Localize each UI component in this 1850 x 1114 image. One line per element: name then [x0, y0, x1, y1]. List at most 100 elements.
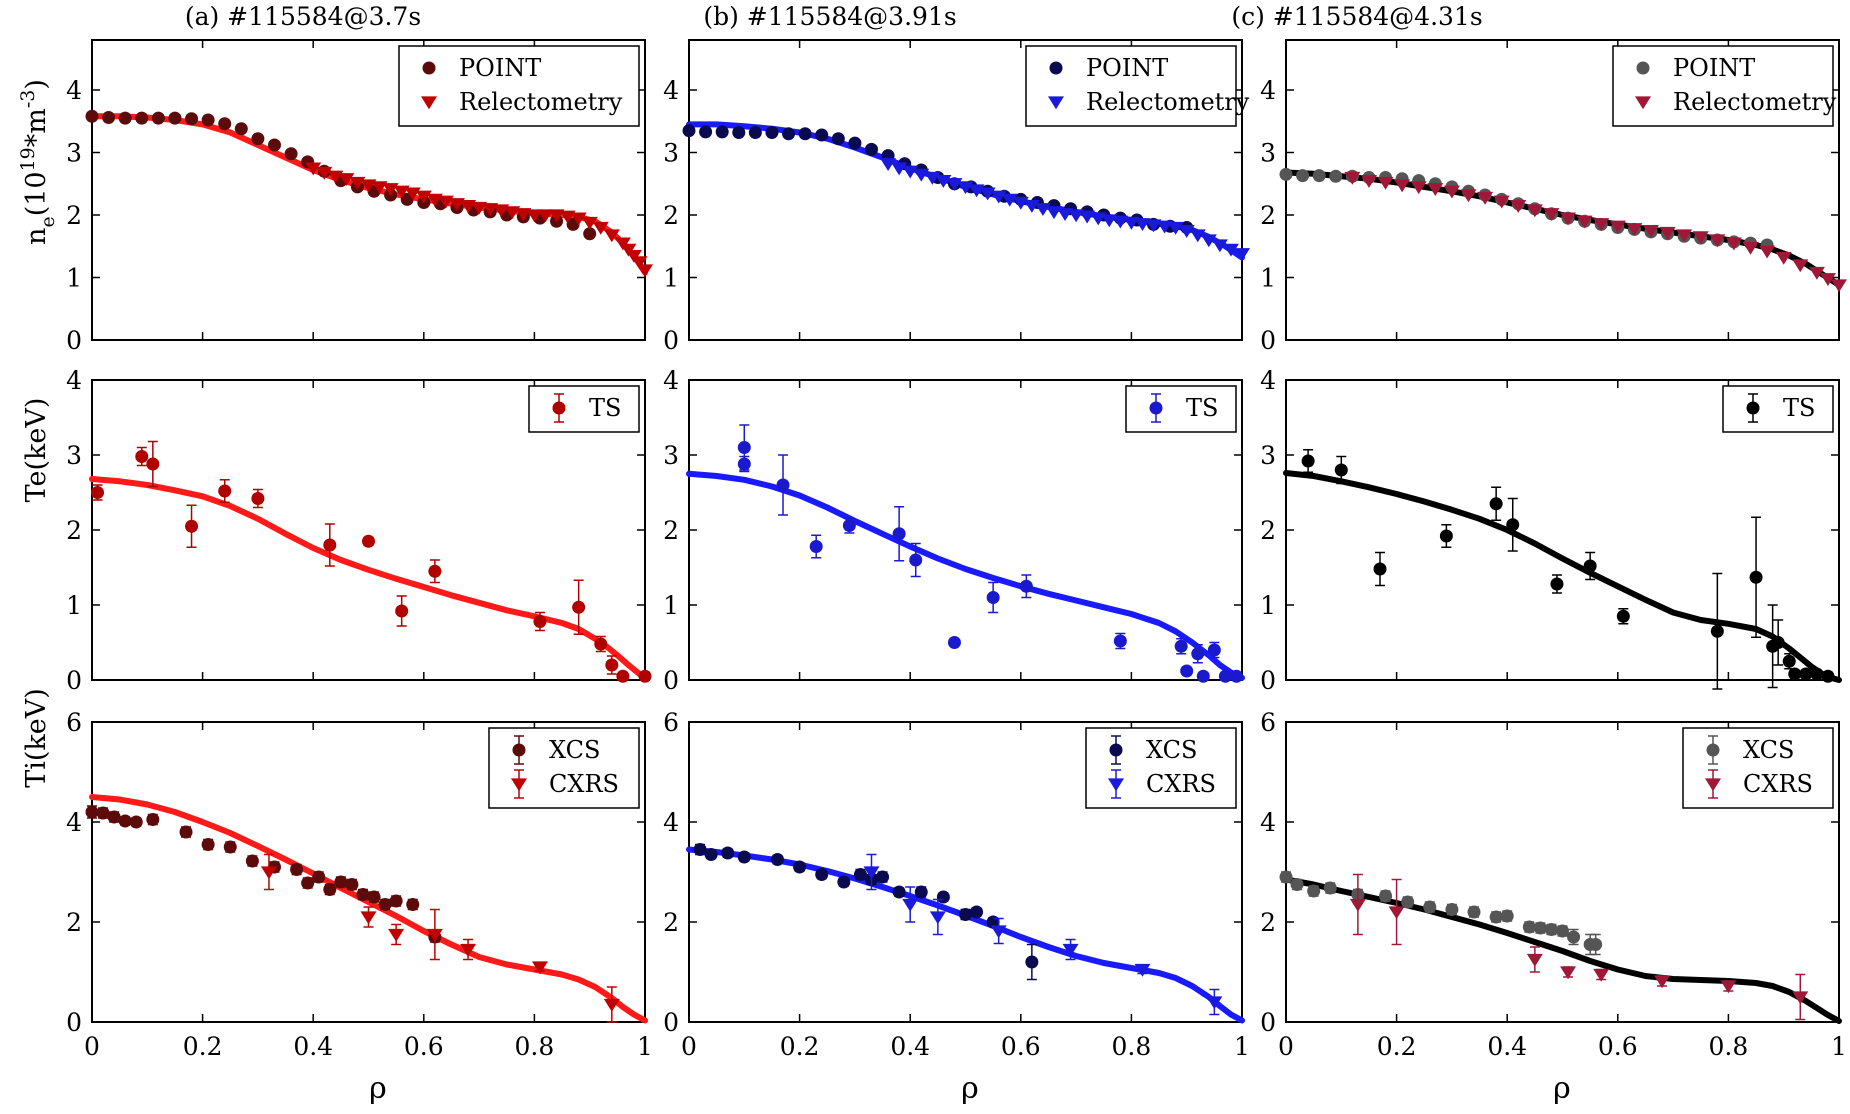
legend-label: Relectometry	[1673, 88, 1837, 116]
data-point	[1206, 996, 1223, 1010]
data-point	[284, 147, 298, 161]
y-tick-label: 4	[1260, 366, 1276, 395]
y-tick-label: 1	[663, 264, 679, 293]
data-point	[1510, 200, 1527, 213]
data-point	[748, 126, 762, 139]
data-point	[1500, 909, 1514, 923]
data-point	[1323, 881, 1337, 895]
data-point	[1379, 889, 1393, 903]
legend: XCS CXRS	[1682, 727, 1834, 809]
data-point	[1445, 903, 1459, 916]
data-point	[356, 888, 370, 901]
data-point	[135, 111, 149, 125]
y-tick-label: 0	[663, 326, 679, 355]
y-tick-label: 2	[1260, 516, 1276, 545]
y-tick-label: 4	[66, 76, 82, 105]
data-point	[583, 227, 597, 241]
data-point	[1720, 980, 1737, 994]
data-point	[1593, 218, 1610, 231]
legend: TS	[528, 385, 640, 433]
xlabel-c: ρ	[1553, 1071, 1571, 1106]
legend-box	[1612, 45, 1834, 127]
data-point	[1742, 241, 1759, 255]
legend-marker	[1149, 401, 1163, 415]
data-point	[1301, 454, 1315, 468]
legend-box	[1125, 385, 1237, 433]
data-point	[704, 848, 718, 861]
data-point	[234, 122, 248, 136]
data-point	[1506, 518, 1520, 532]
data-point	[936, 890, 950, 904]
legend-marker	[511, 778, 527, 792]
y-tick-label: 3	[663, 441, 679, 470]
data-point	[592, 221, 609, 235]
legend-label: POINT	[1086, 54, 1168, 82]
fit-curve	[686, 846, 1245, 1024]
x-tick-label: 1	[1234, 1032, 1250, 1061]
data-point	[1279, 870, 1293, 884]
data-point	[1329, 169, 1343, 183]
x-tick-label: 0.6	[1001, 1032, 1041, 1061]
legend-label: POINT	[459, 54, 541, 82]
y-tick-label: 4	[66, 366, 82, 395]
chart-panel-9: 0 2 4 6 0 0.2 0.4 0.6 0.8 1 XCS CXRS	[1260, 708, 1847, 1061]
data-point	[460, 943, 477, 957]
data-point	[914, 885, 928, 899]
data-point	[892, 527, 906, 541]
chart-panel-3: 0 1 2 3 4 POINT Relectometry	[1260, 39, 1847, 355]
data-point	[837, 875, 851, 889]
data-point	[1593, 968, 1610, 982]
data-point	[179, 825, 193, 839]
data-point	[1522, 920, 1536, 934]
data-point	[1101, 214, 1118, 228]
data-point	[1749, 570, 1763, 584]
data-point	[96, 806, 110, 820]
data-point	[863, 866, 880, 880]
chart-panel-4: 0 1 2 3 4 TS	[66, 366, 652, 695]
data-point	[581, 216, 598, 230]
legend: XCS CXRS	[488, 727, 640, 809]
series-xcs	[1279, 870, 1603, 956]
data-point	[1544, 923, 1558, 936]
data-point	[316, 166, 333, 180]
data-point	[548, 209, 565, 223]
series-xcs	[85, 805, 442, 944]
y-tick-label: 3	[1260, 441, 1276, 470]
data-point	[1583, 559, 1597, 573]
data-point	[1349, 898, 1366, 912]
data-point	[185, 112, 199, 126]
data-point	[1560, 212, 1577, 226]
data-point	[129, 815, 143, 829]
data-point	[526, 209, 543, 223]
series-relectometry	[305, 162, 653, 278]
data-point	[699, 125, 713, 139]
data-point	[1467, 905, 1481, 919]
x-tick-label: 0.4	[1487, 1032, 1527, 1061]
data-point	[1218, 669, 1232, 683]
data-point	[770, 853, 784, 866]
data-point	[1799, 667, 1813, 681]
data-point	[201, 113, 215, 127]
data-point	[260, 866, 277, 880]
data-point	[1526, 953, 1543, 967]
data-point	[146, 457, 160, 471]
data-point	[135, 450, 149, 463]
x-tick-label: 0.2	[780, 1032, 820, 1061]
series-ts	[737, 424, 1243, 683]
data-point	[1609, 220, 1626, 234]
fit-curve	[686, 470, 1245, 681]
data-point	[1113, 634, 1127, 648]
data-point	[388, 928, 405, 942]
data-point	[947, 636, 961, 649]
chart-panel-6: 0 1 2 3 4 TS	[1260, 366, 1842, 695]
legend: POINT Relectometry	[1025, 45, 1250, 127]
data-point	[1019, 579, 1033, 593]
data-point	[603, 229, 620, 243]
y-tick-label: 6	[1260, 708, 1276, 737]
data-point	[853, 868, 867, 881]
legend-box	[398, 45, 640, 127]
data-point	[218, 117, 232, 131]
fit-curve	[89, 476, 648, 681]
data-point	[1567, 930, 1581, 944]
